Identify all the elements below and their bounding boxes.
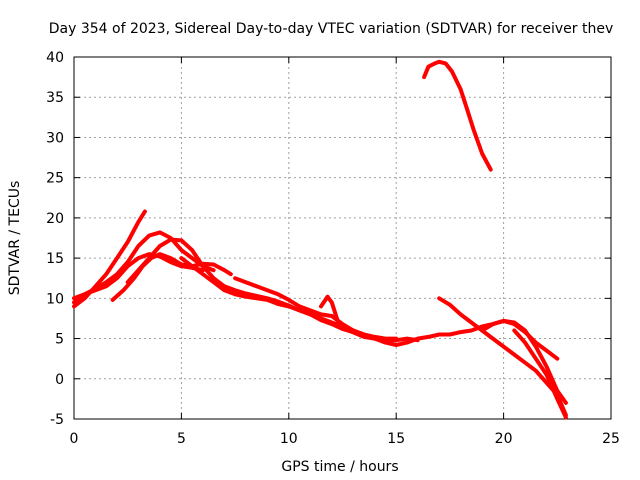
series-line-sat-d (110, 252, 233, 302)
y-tick-label: 40 (46, 50, 64, 66)
x-tick-label: 25 (602, 431, 620, 447)
chart-title: Day 354 of 2023, Sidereal Day-to-day VTE… (49, 21, 613, 37)
y-axis-label: SDTVAR / TECUs (7, 181, 23, 296)
series-line-sat-k (480, 318, 568, 405)
x-tick-label: 20 (495, 431, 513, 447)
y-tick-label: 20 (46, 211, 64, 227)
y-axis: -5 0 5 10 15 20 25 30 35 40 (46, 50, 611, 428)
x-tick-label: 10 (280, 431, 298, 447)
plot-frame (73, 56, 612, 420)
x-tick-label: 15 (387, 431, 405, 447)
series-line-sat-j (437, 296, 568, 417)
y-tick-label: 5 (55, 332, 64, 348)
series-group (72, 59, 568, 420)
y-tick-label: -5 (50, 412, 64, 428)
y-tick-label: 10 (46, 291, 64, 307)
series-line-sat-g (233, 276, 420, 343)
y-tick-label: 25 (46, 171, 64, 187)
x-tick-label: 5 (177, 431, 186, 447)
y-tick-label: 35 (46, 90, 64, 106)
series-line-sat-a (72, 209, 147, 309)
series-line-sat-l (512, 328, 568, 420)
x-tick-label: 0 (70, 431, 79, 447)
x-axis-label: GPS time / hours (281, 459, 398, 475)
y-tick-label: 0 (55, 372, 64, 388)
x-axis: 0 5 10 15 20 25 (70, 57, 620, 447)
y-tick-label: 30 (46, 130, 64, 146)
grid (74, 57, 611, 419)
series-line-sat-i (422, 59, 493, 172)
y-tick-label: 15 (46, 251, 64, 267)
